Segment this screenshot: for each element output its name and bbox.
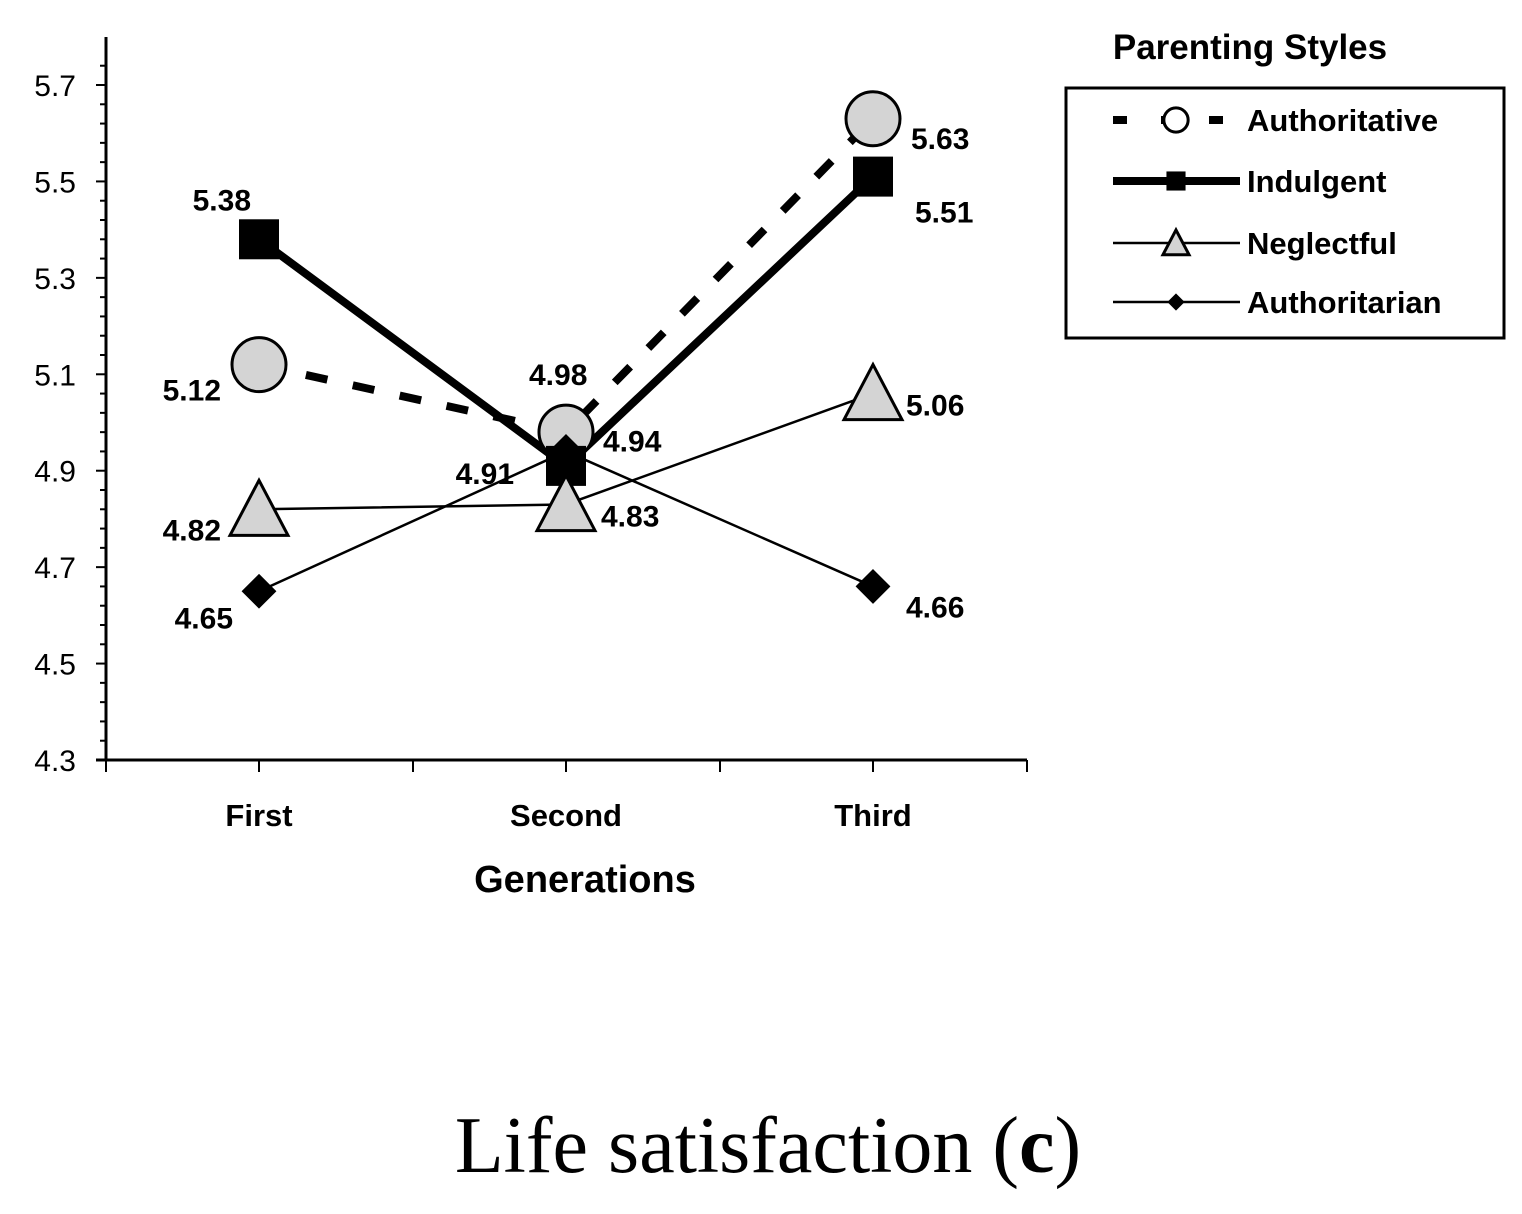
data-point-authoritarian [855,569,891,604]
y-tick-label: 5.5 [34,166,76,199]
legend-marker-authoritative [1162,106,1190,134]
data-label-authoritative: 5.12 [163,375,221,408]
legend: Parenting Styles Authoritative Indulgent N… [1064,28,1506,340]
data-label-indulgent: 5.51 [915,197,973,230]
data-point-authoritarian [548,434,584,469]
x-tick-labels: First Second Third [225,798,911,833]
data-point-neglectful [227,477,291,537]
data-label-neglectful: 5.06 [906,390,964,423]
y-tick-label: 4.5 [34,649,76,682]
legend-marker-neglectful [1160,226,1192,257]
data-label-authoritative: 4.98 [529,359,587,392]
data-point-indulgent [853,156,893,197]
x-tick-label: First [225,798,292,833]
legend-label-authoritarian: Authoritarian [1247,285,1442,320]
data-label-authoritative: 5.63 [911,123,969,156]
caption-close: ) [1055,1102,1082,1190]
y-tick-labels: 4.3 4.5 4.7 4.9 5.1 5.3 5.5 5.7 [34,70,76,778]
data-label-authoritarian: 4.65 [175,602,233,635]
x-tick-label: Third [834,798,912,833]
caption-text: Life satisfaction ( [455,1102,1019,1190]
caption-letter: c [1019,1102,1055,1190]
data-label-neglectful: 4.83 [601,500,659,533]
figure-caption: Life satisfaction (c) [455,1102,1081,1190]
data-label-authoritarian: 4.66 [906,591,964,624]
data-point-neglectful [534,472,598,533]
data-point-neglectful [841,361,905,422]
data-label-indulgent: 4.91 [456,458,514,491]
y-tick-label: 5.1 [34,359,76,392]
y-tick-label: 4.7 [34,552,76,585]
data-label-authoritarian: 4.94 [603,425,662,458]
y-tick-label: 4.9 [34,456,76,489]
data-label-neglectful: 4.82 [163,514,221,547]
legend-marker-indulgent [1166,171,1186,191]
data-labels: 5.12 4.98 5.63 5.38 4.91 5.51 4.82 4.83 5.06 4.65… [163,123,974,636]
data-point-authoritative [844,90,902,148]
legend-label-neglectful: Neglectful [1247,226,1397,261]
legend-entries: Authoritative Indulgent Neglectful Authorit… [1113,103,1442,320]
series-line-authoritative [258,115,876,437]
y-tick-label: 5.7 [34,70,76,103]
chart-axes [96,37,1028,772]
data-label-indulgent: 5.38 [193,184,251,217]
y-tick-label: 5.3 [34,263,76,296]
y-tick-label: 4.3 [34,745,76,778]
legend-label-authoritative: Authoritative [1247,103,1438,138]
legend-label-indulgent: Indulgent [1247,164,1386,199]
legend-title: Parenting Styles [1113,28,1387,67]
data-point-authoritarian [241,573,277,609]
data-point-indulgent [239,219,279,260]
x-tick-label: Second [510,798,622,833]
legend-box [1064,86,1506,340]
series-markers [227,90,905,609]
x-axis-title: Generations [474,859,696,901]
legend-marker-authoritarian [1167,293,1185,311]
data-point-authoritative [230,336,288,394]
